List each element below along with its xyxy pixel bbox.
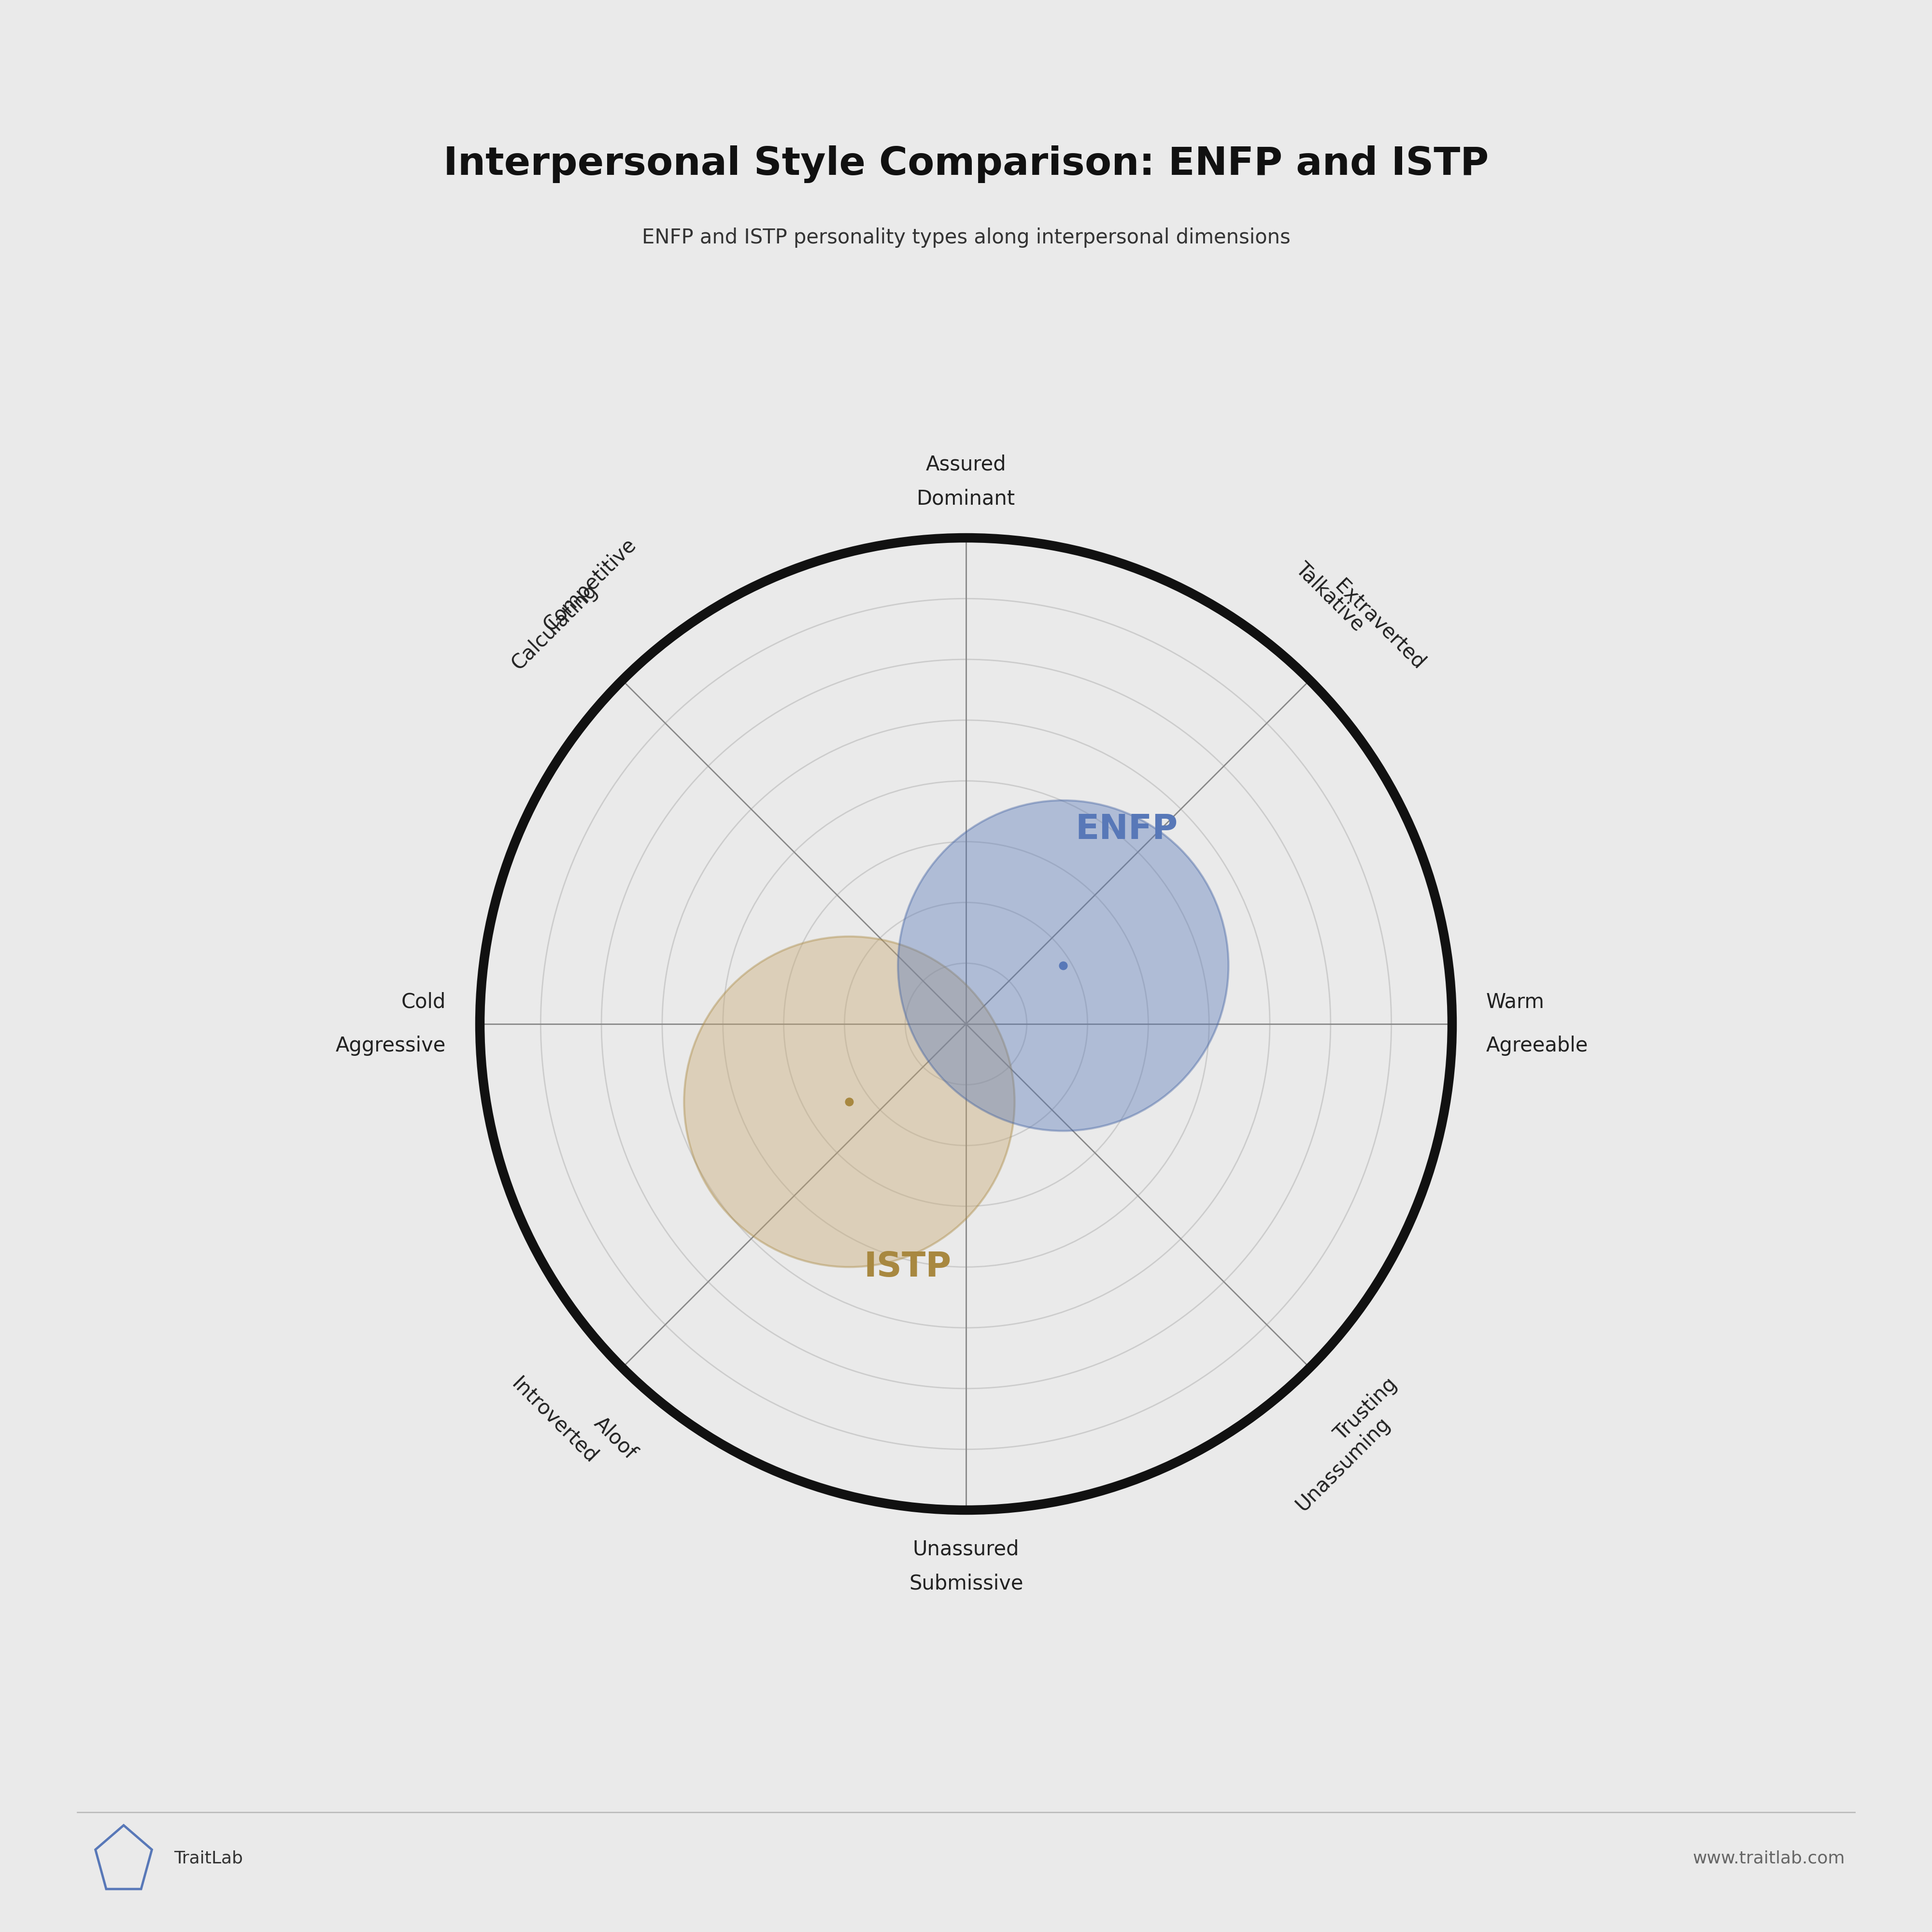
Text: Competitive: Competitive [539,535,639,636]
Text: TraitLab: TraitLab [174,1851,243,1866]
Text: Extraverted: Extraverted [1331,576,1430,674]
Text: Dominant: Dominant [916,489,1016,508]
Text: ENFP: ENFP [1076,813,1179,846]
Text: Warm: Warm [1486,991,1544,1012]
Text: ISTP: ISTP [864,1250,951,1283]
Text: Aloof: Aloof [589,1412,639,1463]
Text: ENFP and ISTP personality types along interpersonal dimensions: ENFP and ISTP personality types along in… [641,228,1291,247]
Text: Unassured: Unassured [912,1540,1020,1559]
Text: Introverted: Introverted [508,1374,601,1468]
Text: Aggressive: Aggressive [336,1036,446,1057]
Text: Unassuming: Unassuming [1293,1412,1393,1515]
Text: Calculating: Calculating [508,580,601,674]
Text: Submissive: Submissive [908,1573,1024,1594]
Text: Agreeable: Agreeable [1486,1036,1588,1057]
Circle shape [898,800,1229,1130]
Text: Talkative: Talkative [1293,558,1368,636]
Text: Trusting: Trusting [1331,1374,1401,1445]
Text: Assured: Assured [925,454,1007,475]
Text: Cold: Cold [402,991,446,1012]
Text: www.traitlab.com: www.traitlab.com [1692,1851,1845,1866]
Text: Interpersonal Style Comparison: ENFP and ISTP: Interpersonal Style Comparison: ENFP and… [442,145,1490,184]
Circle shape [684,937,1014,1267]
